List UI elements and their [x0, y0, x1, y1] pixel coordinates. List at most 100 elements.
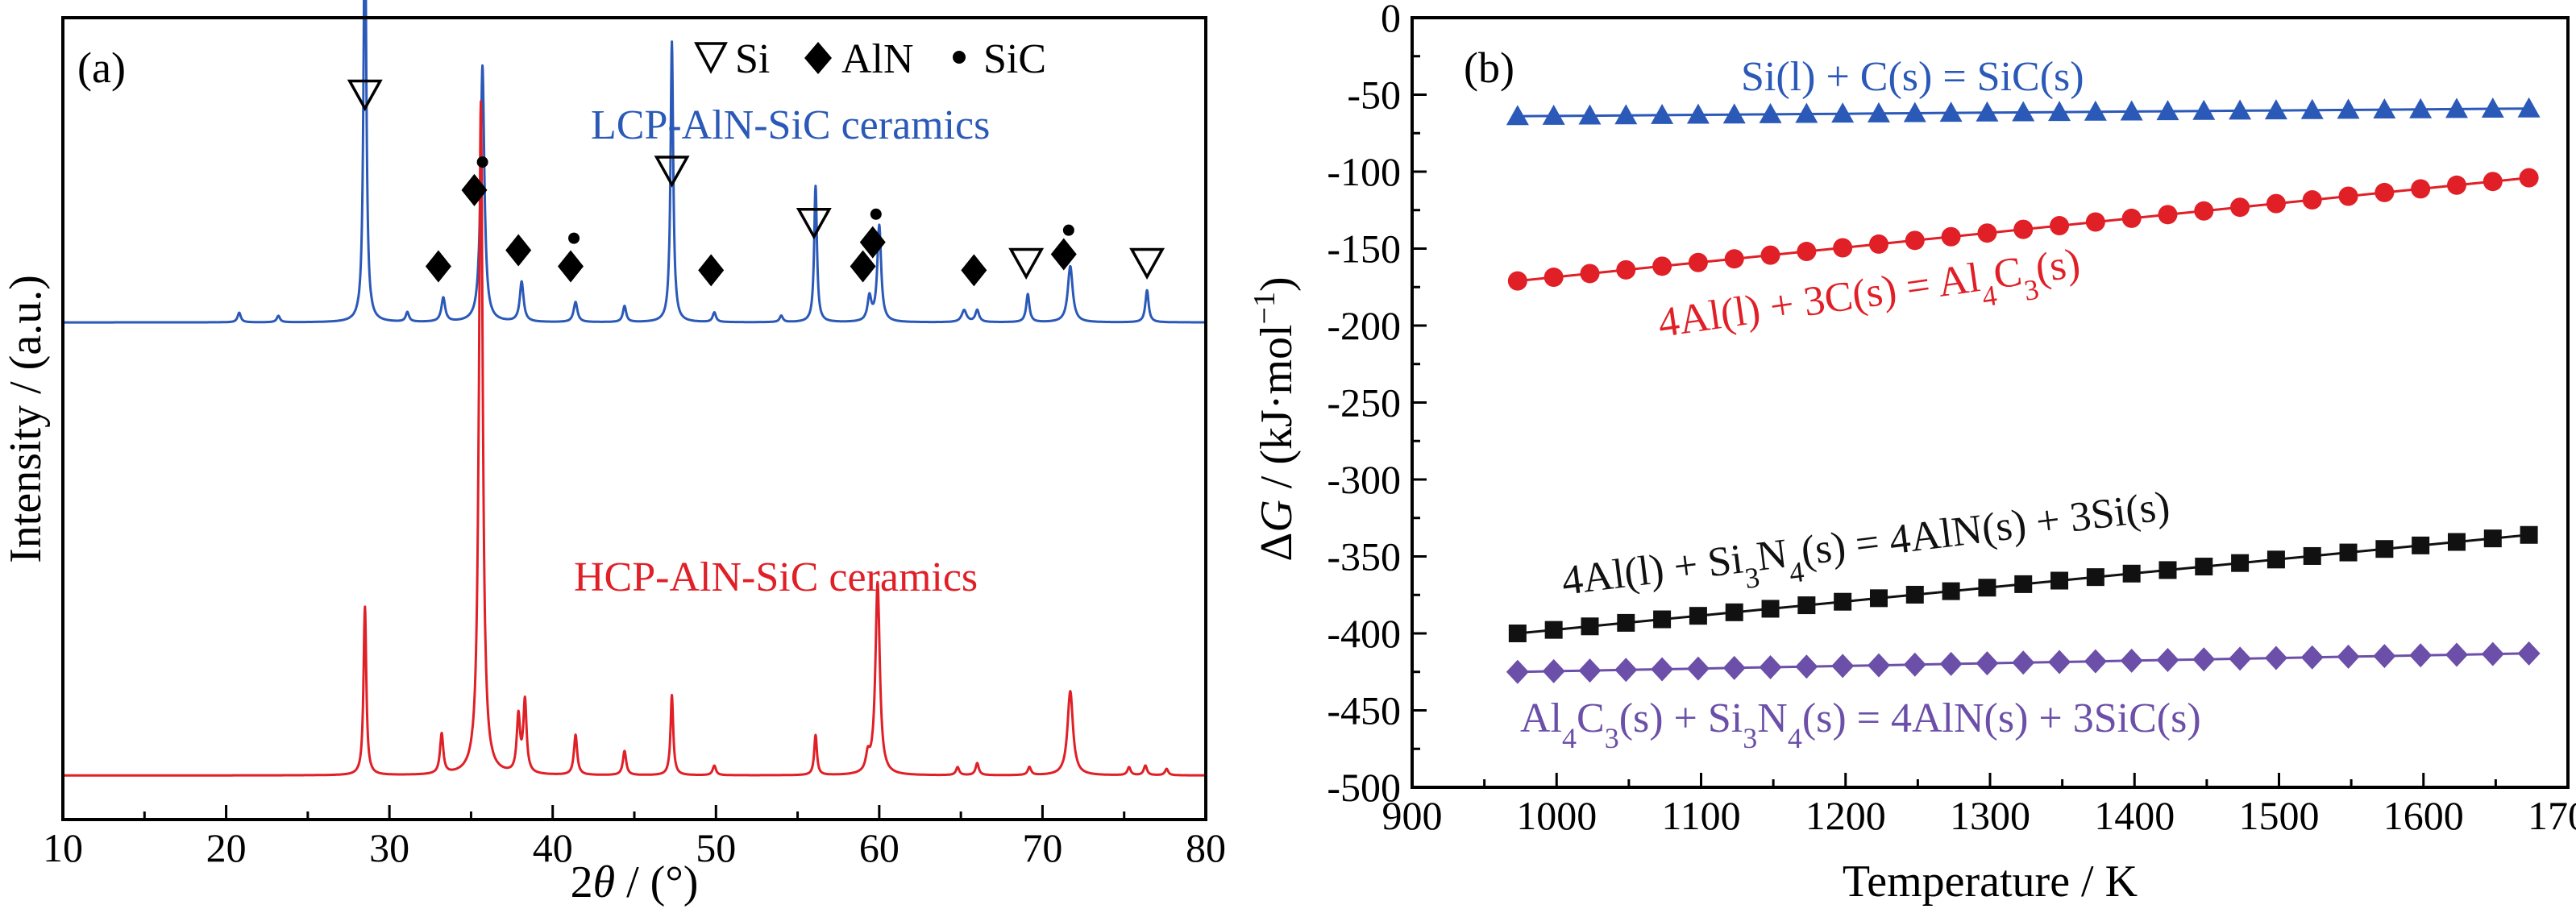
aln-peak-marker — [961, 254, 987, 287]
aln-peak-marker — [505, 234, 532, 267]
gibbs-point-square — [2375, 540, 2394, 558]
gibbs-point-square — [1581, 617, 1599, 636]
gibbs-x-tick-label: 900 — [1382, 793, 1443, 838]
gibbs-point-diamond — [2120, 648, 2143, 673]
si-peak-marker — [347, 79, 383, 112]
gibbs-point-diamond — [2337, 644, 2360, 669]
xrd-x-tick-label: 40 — [533, 825, 573, 870]
gibbs-point-square — [2520, 525, 2538, 544]
xrd-x-axis-title: 2θ / (°) — [571, 857, 699, 907]
legend-sic-icon — [953, 51, 966, 64]
legend-si-icon — [694, 42, 728, 74]
gibbs-y-title-exp: −1 — [1248, 292, 1282, 324]
gibbs-point-triangle — [2481, 98, 2504, 118]
legend-aln-icon — [804, 42, 832, 74]
gibbs-point-circle — [1724, 249, 1744, 269]
reaction-label-sic: Si(l) + C(s) = SiC(s) — [1741, 54, 2084, 100]
gibbs-point-square — [1761, 600, 1780, 618]
xrd-x-tick-label: 60 — [859, 825, 900, 870]
gibbs-point-circle — [2519, 168, 2539, 188]
gibbs-point-triangle — [2264, 99, 2287, 120]
gibbs-y-tick-label: -200 — [1327, 303, 1401, 348]
gibbs-point-triangle — [2337, 98, 2360, 119]
gibbs-point-circle — [2266, 193, 2286, 214]
gibbs-point-circle — [2085, 212, 2105, 232]
gibbs-point-square — [1725, 603, 1743, 621]
aln-peak-marker — [425, 250, 451, 283]
gibbs-point-triangle — [1578, 104, 1602, 125]
gibbs-point-diamond — [1578, 658, 1602, 683]
gibbs-x-tick-label: 1100 — [1661, 793, 1740, 838]
aln-peak-marker — [698, 254, 725, 287]
gibbs-point-triangle — [2084, 100, 2107, 121]
sic-peak-marker — [870, 208, 882, 220]
gibbs-point-square — [2050, 571, 2069, 590]
gibbs-x-tick-label: 1500 — [2239, 793, 2320, 838]
gibbs-point-triangle — [1795, 102, 1818, 123]
gibbs-point-square — [1905, 585, 1924, 604]
gibbs-y-tick-label: -100 — [1327, 149, 1401, 194]
gibbs-point-diamond — [2192, 647, 2216, 672]
gibbs-point-triangle — [1759, 102, 1782, 123]
xrd-legend: Si AlN SiC — [694, 36, 1046, 82]
gibbs-point-circle — [1688, 252, 1708, 272]
gibbs-point-diamond — [1939, 651, 1963, 676]
gibbs-point-circle — [2338, 186, 2358, 206]
gibbs-point-diamond — [2048, 650, 2071, 674]
gibbs-point-square — [2447, 533, 2466, 551]
gibbs-y-tick-label: -250 — [1327, 380, 1401, 425]
gibbs-y-title-unit: / (kJ·mol — [1252, 324, 1302, 500]
gibbs-point-square — [2195, 558, 2213, 576]
gibbs-chart: 900 1000 1100 1200 1300 1400 1500 1600 1700 0 -50 -… — [1248, 0, 2576, 907]
reaction-label-aln-sic: Al4C3(s) + Si3N4(s) = 4AlN(s) + 3SiC(s) — [1520, 695, 2201, 754]
gibbs-point-diamond — [2373, 644, 2396, 669]
gibbs-point-diamond — [2481, 641, 2504, 666]
gibbs-x-tick-label: 1400 — [2094, 793, 2175, 838]
gibbs-point-circle — [2446, 175, 2466, 195]
gibbs-point-triangle — [1542, 104, 1565, 125]
xrd-x-tick-label: 10 — [43, 825, 83, 870]
gibbs-y-title-prefix: Δ — [1252, 533, 1302, 562]
gibbs-point-square — [1834, 592, 1852, 611]
xrd-x-title-suffix: / (°) — [615, 857, 698, 907]
gibbs-x-axis-title: Temperature / K — [1843, 857, 2138, 907]
gibbs-point-square — [1942, 582, 1960, 600]
gibbs-y-tick-label: -150 — [1327, 226, 1401, 272]
gibbs-point-circle — [1580, 264, 1600, 284]
legend-aln-label: AlN — [841, 36, 914, 82]
xrd-peak-markers — [347, 79, 1165, 287]
gibbs-point-diamond — [2409, 643, 2433, 668]
gibbs-point-triangle — [2120, 100, 2143, 121]
gibbs-point-diamond — [2445, 642, 2468, 667]
gibbs-point-circle — [1760, 245, 1780, 265]
gibbs-point-triangle — [1976, 101, 1999, 122]
gibbs-point-diamond — [1976, 651, 1999, 676]
gibbs-point-diamond — [2012, 650, 2035, 675]
gibbs-point-triangle — [1867, 102, 1890, 122]
aln-peak-marker — [557, 250, 584, 283]
gibbs-x-tick-label: 1200 — [1805, 793, 1886, 838]
gibbs-point-circle — [1941, 226, 1961, 247]
gibbs-point-circle — [2121, 208, 2142, 228]
gibbs-point-triangle — [1686, 103, 1710, 124]
gibbs-point-diamond — [1686, 656, 1710, 681]
gibbs-y-tick-label: 0 — [1381, 0, 1401, 40]
si-peak-marker — [796, 207, 832, 240]
gibbs-series-group — [1506, 97, 2541, 684]
series-label-hcp: HCP-AlN-SiC ceramics — [574, 554, 978, 600]
gibbs-point-circle — [2483, 172, 2503, 192]
reaction-label-al4c3: 4Al(l) + 3C(s) = Al4C3(s) — [1656, 240, 2085, 359]
aln-peak-marker — [461, 173, 488, 206]
sic-peak-marker — [476, 156, 488, 168]
gibbs-y-tick-label: -400 — [1327, 611, 1401, 656]
gibbs-point-diamond — [1651, 657, 1674, 682]
gibbs-point-square — [2086, 568, 2104, 587]
xrd-x-tick-label: 80 — [1186, 825, 1226, 870]
si-peak-marker — [654, 156, 690, 188]
gibbs-point-square — [2412, 536, 2430, 554]
gibbs-point-triangle — [1614, 104, 1638, 125]
xrd-series-line-1 — [61, 100, 1207, 777]
gibbs-point-circle — [1652, 256, 1672, 276]
xrd-panel-label: (a) — [77, 44, 126, 92]
gibbs-point-circle — [1977, 223, 1997, 243]
